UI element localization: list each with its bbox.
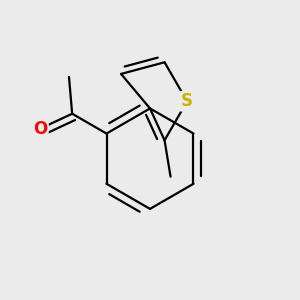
Text: O: O — [33, 120, 47, 138]
Text: S: S — [181, 92, 193, 110]
